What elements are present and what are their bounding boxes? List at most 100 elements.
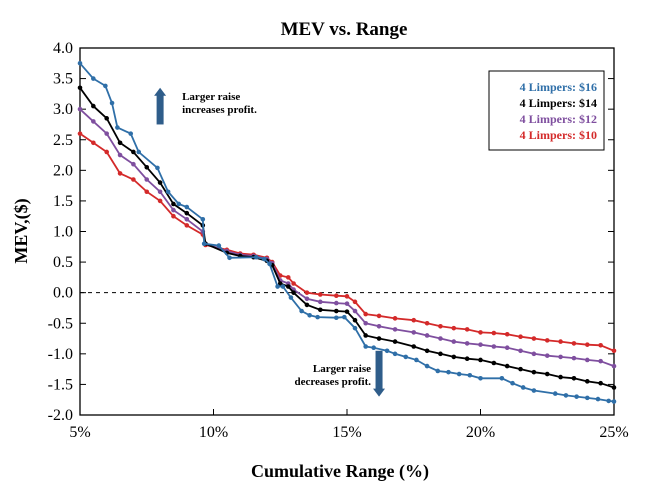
data-point [438,324,443,329]
data-point [424,363,430,369]
data-point [363,311,368,317]
data-point [261,256,267,262]
data-point [216,243,222,248]
data-point [285,275,291,280]
data-point [318,292,323,297]
x-tick-label: 5% [69,424,90,441]
chart-title: MEV vs. Range [281,19,408,40]
data-point [558,374,563,380]
data-point [563,393,569,398]
data-point [438,336,443,341]
data-point [363,333,368,338]
data-point [285,284,291,289]
data-point [176,201,182,207]
data-point [184,210,190,216]
data-point [363,344,368,349]
data-point [144,164,150,170]
data-point [411,344,417,349]
data-point [144,189,150,195]
data-point [571,355,577,361]
data-point [334,293,339,299]
data-point [371,345,377,351]
data-point [598,380,603,386]
data-point [571,341,577,346]
y-tick-label: -1.5 [48,376,73,393]
data-point [585,379,590,384]
data-point [342,314,347,320]
data-point [128,131,134,136]
data-point [598,342,603,348]
data-point [334,308,339,314]
data-point [558,339,563,344]
series-4-limpers-16 [77,60,617,404]
data-point [544,338,550,343]
data-point [499,376,505,381]
data-point [117,152,123,158]
data-point [157,189,163,195]
data-point [91,119,96,124]
data-point [531,336,537,341]
data-point [277,281,283,286]
data-point [451,339,457,344]
data-point [376,324,382,329]
data-point [464,327,470,332]
legend-box [488,70,605,151]
data-point [299,308,304,314]
data-point [491,360,497,366]
data-point [392,316,398,321]
data-point [363,320,368,326]
data-point [392,327,398,332]
data-point [491,330,497,336]
data-point [304,296,310,302]
data-point [144,177,150,182]
data-point [585,357,590,363]
data-point [115,125,120,130]
data-point [504,331,510,337]
data-point [424,333,430,338]
data-point [117,171,123,176]
legend-entry: 4 Limpers: $12 [520,112,597,126]
data-point [451,354,457,360]
data-point [464,356,470,362]
x-tick-label: 10% [199,424,228,441]
data-point [77,60,83,66]
annotation-arrow-shaft [156,94,164,125]
annotation-arrow-shaft [375,350,383,390]
data-point [171,213,176,219]
data-point [544,371,550,377]
data-point [103,83,108,89]
data-point [464,341,470,346]
data-point [334,315,339,321]
data-point [267,261,272,267]
data-point [184,223,190,228]
annotation-text: decreases profit. [294,376,371,388]
y-tick-label: 3.5 [53,71,73,88]
data-point [288,295,294,300]
y-tick-label: -2.0 [48,407,73,424]
data-point [544,353,550,358]
data-point [91,76,96,81]
x-tick-marks [79,409,615,415]
data-point [478,357,483,363]
data-point [304,302,310,308]
data-point [611,348,617,354]
data-point [157,180,163,185]
data-point [574,394,579,399]
data-point [104,131,109,136]
data-point [552,391,558,396]
data-point [531,369,537,375]
data-point [376,336,382,341]
data-point [571,376,577,381]
data-point [91,140,96,146]
data-point [414,357,419,363]
data-point [446,369,451,375]
data-point [520,385,526,390]
data-point [585,395,590,401]
data-point [392,351,398,357]
x-tick-label: 25% [599,424,628,441]
data-point [478,376,483,381]
data-point [344,309,350,314]
data-point [595,396,601,402]
data-point [77,131,83,136]
